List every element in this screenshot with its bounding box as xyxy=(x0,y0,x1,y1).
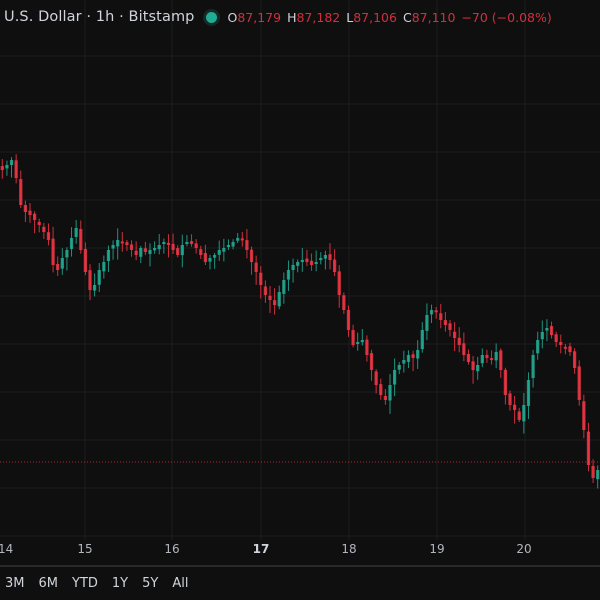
low-value: 87,106 xyxy=(353,9,397,25)
axis-divider xyxy=(0,565,600,567)
time-label-16: 16 xyxy=(164,542,180,556)
high-value: 87,182 xyxy=(296,9,341,25)
close-label: C xyxy=(402,9,412,25)
chart-legend: U.S. Dollar · 1h · Bitstamp O87,179 H87,… xyxy=(4,6,552,28)
low-label: L xyxy=(346,9,354,25)
price-change: −70 (−0.08%) xyxy=(461,9,552,25)
time-axis[interactable]: 14 15 16 17 18 19 20 xyxy=(0,538,600,562)
time-label-18: 18 xyxy=(341,542,357,556)
grid xyxy=(0,0,600,540)
chart-area[interactable] xyxy=(0,0,600,565)
range-button-ytd[interactable]: YTD xyxy=(72,576,98,591)
range-selector: 3M 6M YTD 1Y 5Y All xyxy=(0,567,600,600)
time-label-20: 20 xyxy=(516,542,532,556)
time-label-14: 14 xyxy=(0,542,14,556)
candles xyxy=(0,154,600,489)
range-button-3m[interactable]: 3M xyxy=(5,576,25,591)
time-label-19: 19 xyxy=(429,542,445,556)
high-label: H xyxy=(287,9,297,25)
range-button-all[interactable]: All xyxy=(172,576,189,591)
time-label-17: 17 xyxy=(252,542,270,556)
open-value: 87,179 xyxy=(237,9,282,25)
close-value: 87,110 xyxy=(411,9,456,25)
ohlc-values: O87,179 H87,182 L87,106 C87,110 xyxy=(227,10,455,25)
symbol-title[interactable]: U.S. Dollar · 1h · Bitstamp xyxy=(4,9,195,25)
range-button-5y[interactable]: 5Y xyxy=(142,576,159,591)
candlestick-chart[interactable] xyxy=(0,0,600,540)
market-status-dot-icon xyxy=(206,11,218,23)
open-label: O xyxy=(227,9,238,25)
time-label-15: 15 xyxy=(77,542,93,556)
range-button-6m[interactable]: 6M xyxy=(38,576,59,591)
range-button-1y[interactable]: 1Y xyxy=(111,576,129,591)
